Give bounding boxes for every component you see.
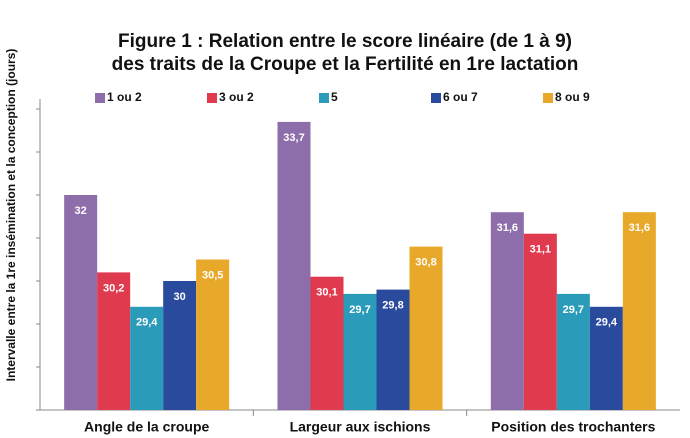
value-label: 29,8 [382,300,403,312]
value-label: 29,7 [349,304,370,316]
value-label: 30,1 [316,287,337,299]
chart-title: Figure 1 : Relation entre le score linéa… [118,31,572,52]
bar [310,276,344,410]
legend-swatch [431,93,441,103]
bar [556,293,590,410]
x-tick-label: Largeur aux ischions [290,419,431,435]
bar [523,233,557,410]
bar [163,281,197,410]
value-label: 31,1 [530,244,551,256]
value-label: 29,4 [596,317,618,329]
value-label: 29,7 [563,304,584,316]
value-label: 29,4 [136,317,158,329]
bar [490,212,524,410]
bar [376,289,410,410]
x-tick-label: Position des trochanters [491,419,655,435]
x-tick-label: Angle de la croupe [84,419,209,435]
value-label: 33,7 [283,132,304,144]
value-label: 31,6 [629,222,650,234]
bar [589,306,623,410]
legend-swatch [95,93,105,103]
y-axis-label: Intervalle entre la 1re insémination et … [4,49,18,382]
bar [409,246,443,410]
value-label: 30,8 [415,257,436,269]
legend-label: 1 ou 2 [107,90,142,104]
legend-swatch [207,93,217,103]
bar [130,306,164,410]
bar [196,259,230,410]
bar [277,121,311,411]
value-label: 31,6 [497,222,518,234]
legend-swatch [543,93,553,103]
value-label: 32 [75,205,87,217]
bar [622,212,656,410]
bar [97,272,131,410]
legend-label: 5 [331,90,338,104]
bar [64,195,98,410]
legend-swatch [319,93,329,103]
chart-title: des traits de la Croupe et la Fertilité … [112,54,579,75]
value-label: 30 [174,291,186,303]
bar [343,293,377,410]
legend-label: 3 ou 2 [219,90,254,104]
value-label: 30,5 [202,269,223,281]
legend-label: 8 ou 9 [555,90,590,104]
legend-label: 6 ou 7 [443,90,478,104]
value-label: 30,2 [103,282,124,294]
